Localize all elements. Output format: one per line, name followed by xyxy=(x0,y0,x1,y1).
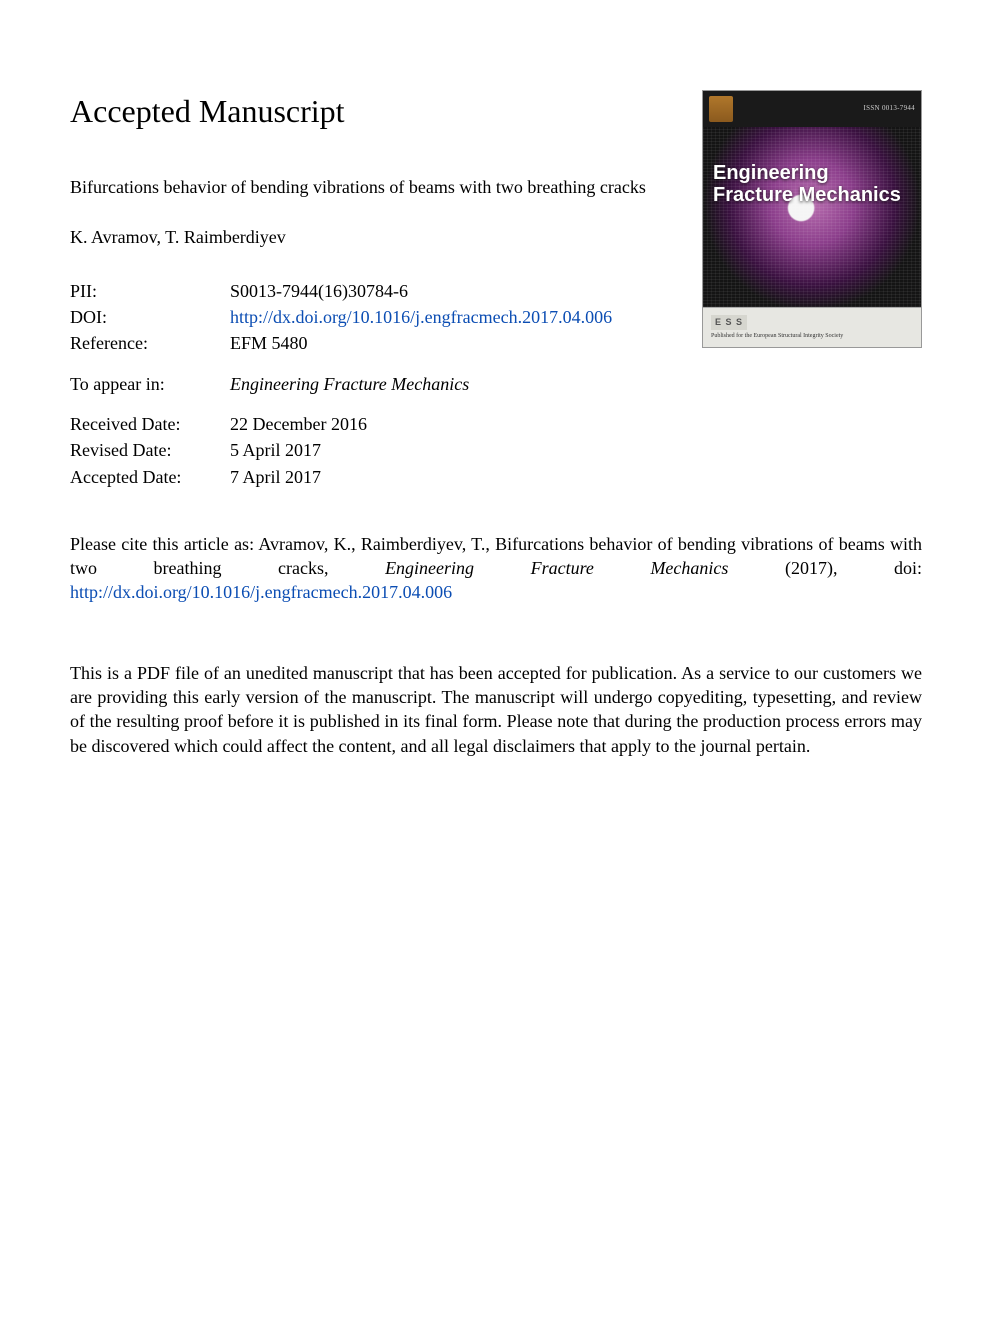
cover-art: Engineering Fracture Mechanics xyxy=(703,127,921,307)
meta-row-accepted: Accepted Date: 7 April 2017 xyxy=(70,464,612,490)
elsevier-logo-icon xyxy=(709,96,733,122)
meta-row-revised: Revised Date: 5 April 2017 xyxy=(70,437,612,463)
accepted-label: Accepted Date: xyxy=(70,464,230,490)
metadata-table: PII: S0013-7944(16)30784-6 DOI: http://d… xyxy=(70,278,612,490)
page-heading: Accepted Manuscript xyxy=(70,90,674,133)
appear-value: Engineering Fracture Mechanics xyxy=(230,371,612,397)
cover-tagline: Published for the European Structural In… xyxy=(711,332,913,340)
pii-label: PII: xyxy=(70,278,230,304)
left-column: Accepted Manuscript Bifurcations behavio… xyxy=(70,90,674,490)
revised-value: 5 April 2017 xyxy=(230,437,612,463)
doi-link[interactable]: http://dx.doi.org/10.1016/j.engfracmech.… xyxy=(230,307,612,327)
doi-label: DOI: xyxy=(70,304,230,330)
cover-top-bar: ISSN 0013-7944 xyxy=(703,91,921,127)
authors: K. Avramov, T. Raimberdiyev xyxy=(70,225,674,249)
meta-row-doi: DOI: http://dx.doi.org/10.1016/j.engfrac… xyxy=(70,304,612,330)
accepted-value: 7 April 2017 xyxy=(230,464,612,490)
citation-block: Please cite this article as: Avramov, K.… xyxy=(70,532,922,605)
revised-label: Revised Date: xyxy=(70,437,230,463)
cover-bottom-bar: E S S Published for the European Structu… xyxy=(703,307,921,347)
reference-value: EFM 5480 xyxy=(230,330,612,356)
meta-row-pii: PII: S0013-7944(16)30784-6 xyxy=(70,278,612,304)
cover-journal-title: Engineering Fracture Mechanics xyxy=(713,163,913,206)
article-title: Bifurcations behavior of bending vibrati… xyxy=(70,175,674,199)
meta-row-appear: To appear in: Engineering Fracture Mecha… xyxy=(70,371,612,397)
citation-doi-link[interactable]: http://dx.doi.org/10.1016/j.engfracmech.… xyxy=(70,582,452,602)
received-value: 22 December 2016 xyxy=(230,411,612,437)
pii-value: S0013-7944(16)30784-6 xyxy=(230,278,612,304)
reference-label: Reference: xyxy=(70,330,230,356)
citation-middle: (2017), doi: xyxy=(728,558,922,578)
disclaimer-text: This is a PDF file of an unedited manusc… xyxy=(70,661,922,758)
meta-row-received: Received Date: 22 December 2016 xyxy=(70,411,612,437)
cover-issn: ISSN 0013-7944 xyxy=(864,104,915,113)
cover-ess-badge: E S S xyxy=(711,315,747,329)
citation-journal: Engineering Fracture Mechanics xyxy=(385,558,728,578)
top-row: Accepted Manuscript Bifurcations behavio… xyxy=(70,90,922,490)
journal-cover-thumbnail: ISSN 0013-7944 Engineering Fracture Mech… xyxy=(702,90,922,348)
received-label: Received Date: xyxy=(70,411,230,437)
appear-label: To appear in: xyxy=(70,371,230,397)
meta-row-reference: Reference: EFM 5480 xyxy=(70,330,612,356)
